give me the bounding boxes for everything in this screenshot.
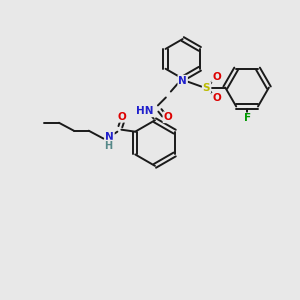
- Text: S: S: [203, 82, 210, 93]
- Text: O: O: [164, 112, 172, 122]
- Text: O: O: [212, 72, 221, 82]
- Text: O: O: [212, 94, 221, 103]
- Text: H: H: [104, 140, 112, 151]
- Text: F: F: [244, 113, 251, 123]
- Text: N: N: [178, 76, 187, 85]
- Text: O: O: [118, 112, 127, 122]
- Text: HN: HN: [136, 106, 154, 116]
- Text: N: N: [105, 132, 114, 142]
